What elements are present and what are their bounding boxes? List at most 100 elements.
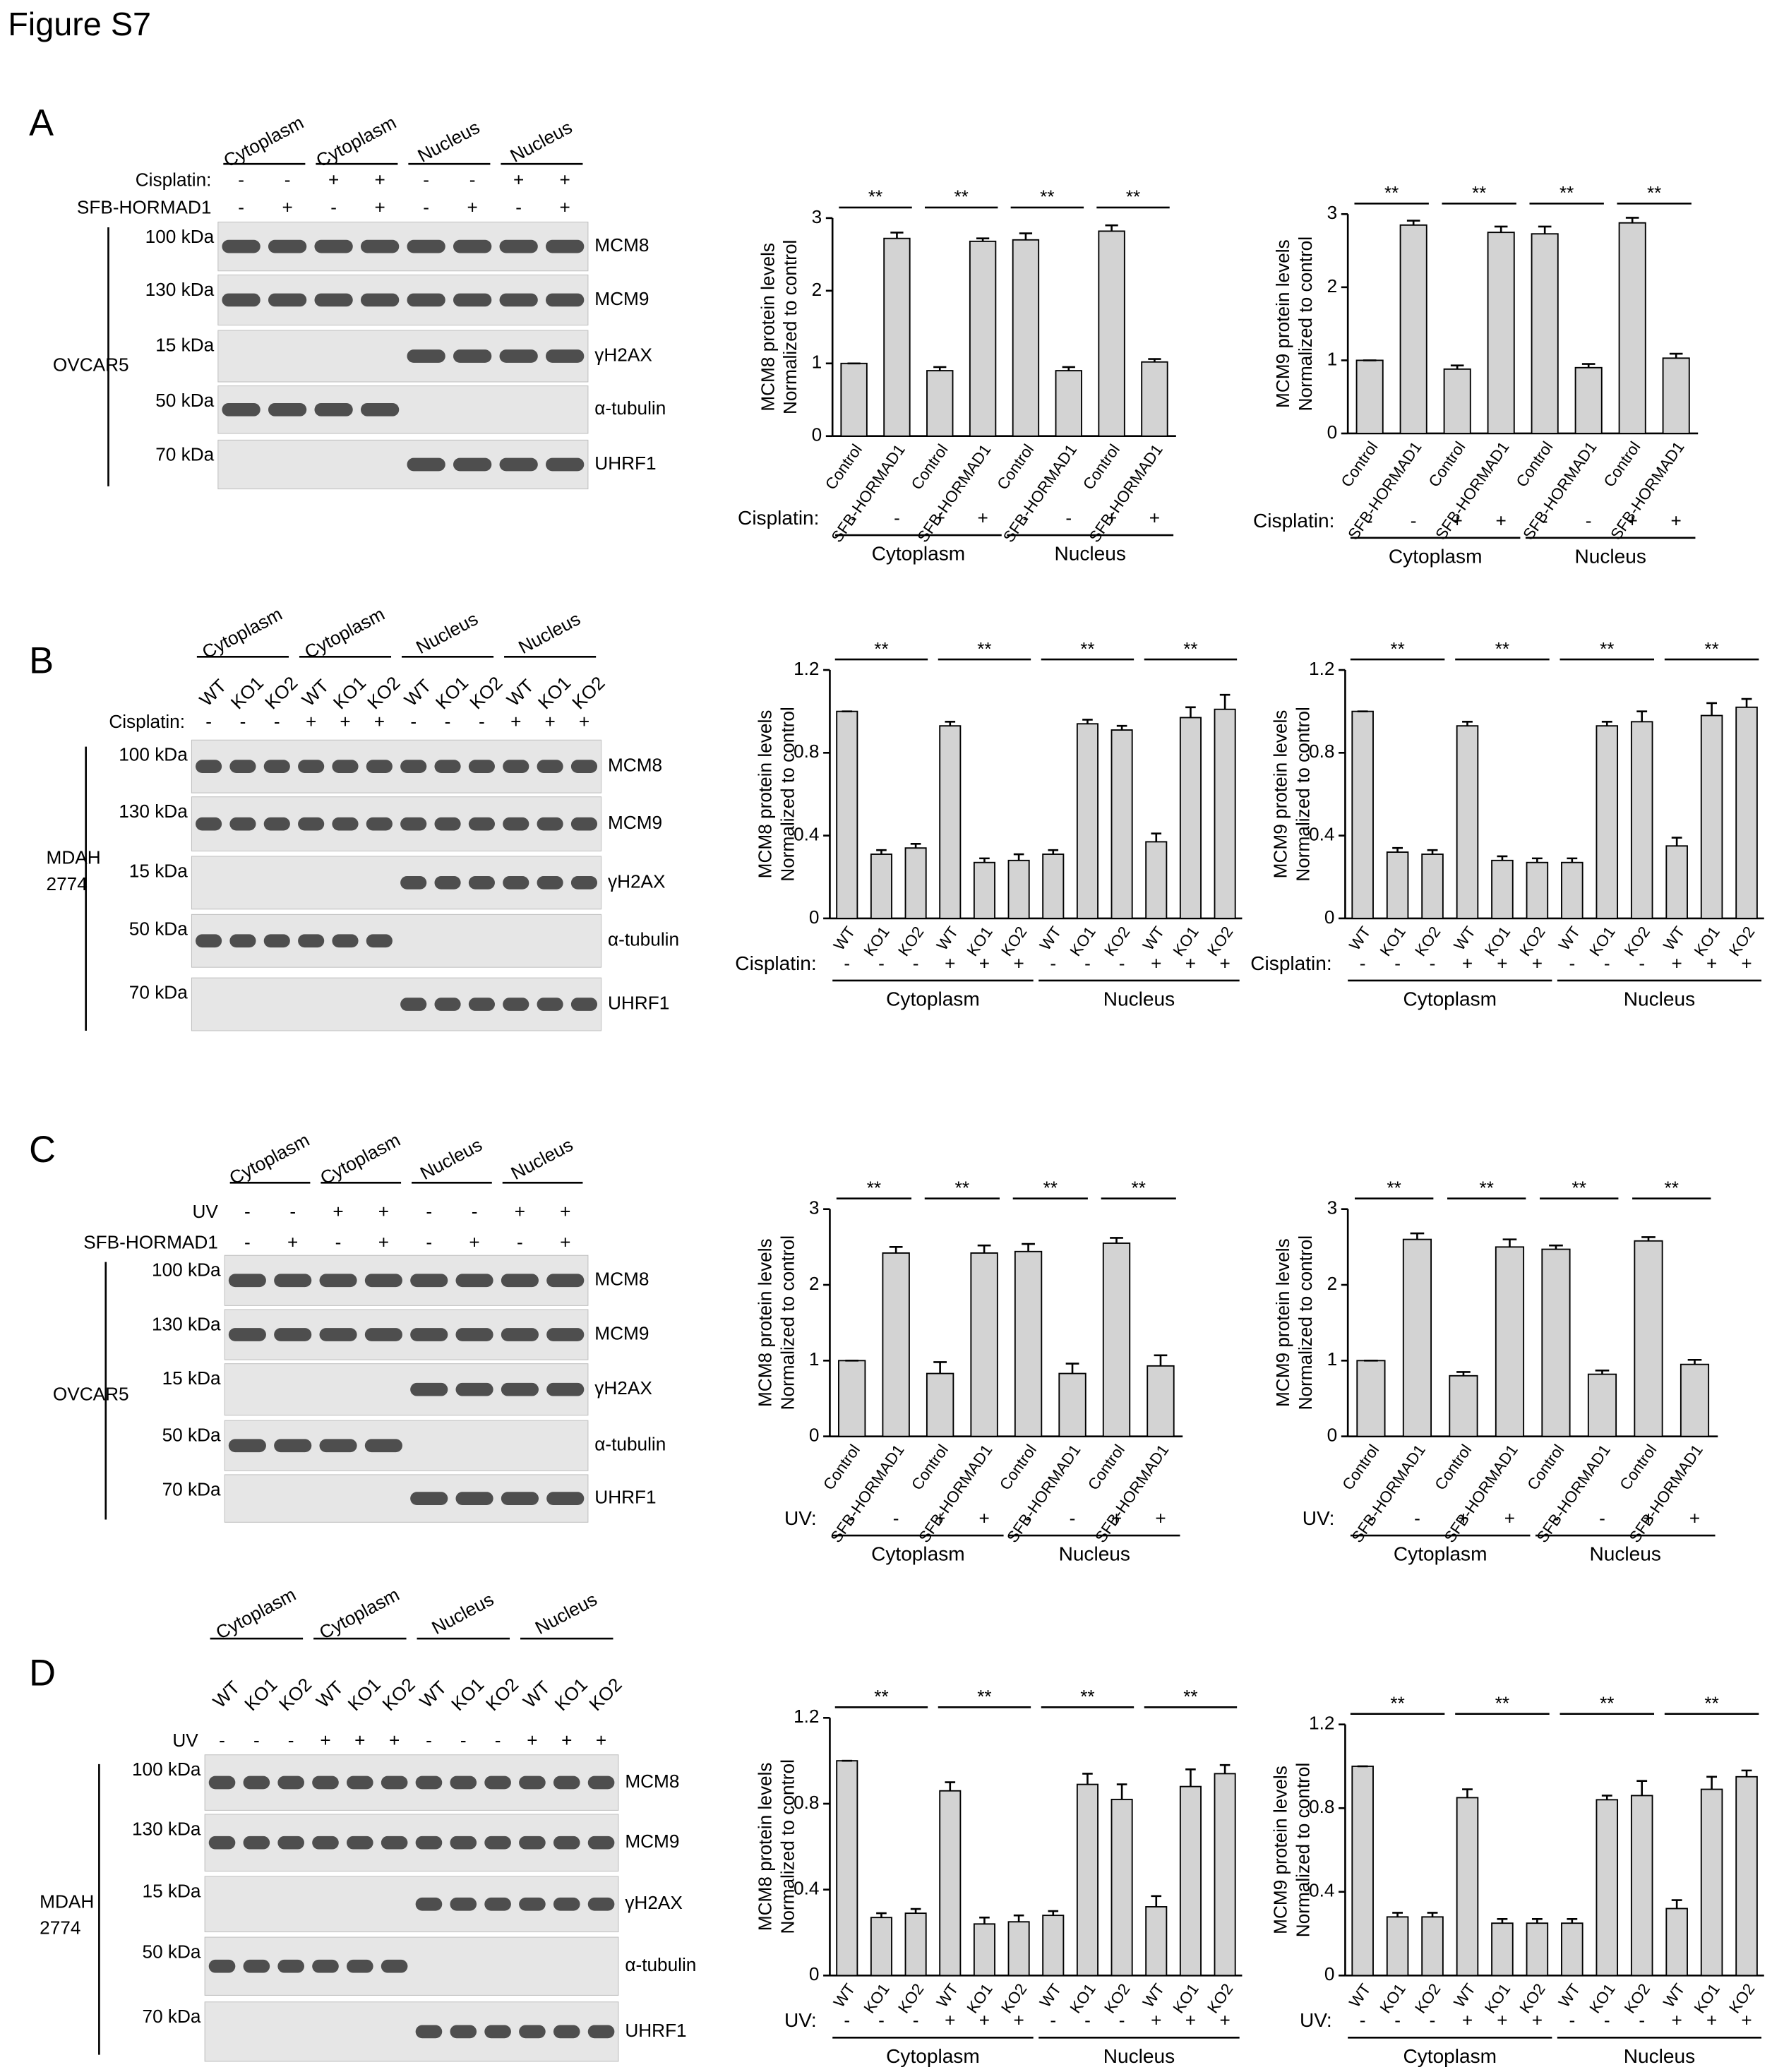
significance-label: ** (1472, 182, 1486, 203)
blot-band (499, 239, 538, 253)
blot-strip (191, 796, 602, 851)
treatment-sign: - (460, 1730, 467, 1751)
error-bar (1462, 721, 1473, 726)
treatment-sign: + (560, 169, 570, 190)
blot-band (196, 934, 222, 948)
treatment-sign: - (913, 2010, 919, 2031)
error-bar (1706, 1775, 1718, 1790)
treatment-sign: - (1025, 1507, 1031, 1528)
error-bar (1022, 1242, 1035, 1252)
blot-band (546, 293, 585, 307)
error-bar (945, 721, 956, 726)
blot-band (263, 934, 290, 948)
bar (973, 861, 995, 919)
bar (1058, 1372, 1086, 1437)
bar (1541, 1248, 1571, 1437)
fraction-label: Cytoplasm (317, 1129, 404, 1189)
blot-strip (191, 977, 602, 1031)
bar (1491, 1922, 1514, 1977)
fraction-label: Nucleus (412, 608, 481, 658)
treatment-sign: + (1013, 2010, 1024, 2031)
blot-band (587, 2025, 615, 2039)
blot-band (587, 1897, 615, 1911)
bar (1111, 1798, 1133, 1977)
blot-strip (204, 1876, 619, 1933)
treatment-sign: + (469, 1231, 479, 1252)
error-bar (1062, 366, 1075, 371)
blot-band (314, 402, 353, 417)
error-bar (1741, 697, 1752, 707)
y-tick-label: 0.4 (1309, 1880, 1334, 1901)
marker-label: 50 kDa (129, 918, 188, 940)
blot-band (400, 760, 427, 774)
significance-label: ** (1480, 1178, 1494, 1199)
blot-band (360, 293, 400, 307)
fraction-label: Nucleus (507, 116, 576, 167)
bar (1141, 361, 1168, 437)
blot-band (415, 1775, 443, 1790)
blot-band (347, 1836, 373, 1850)
blot-strip (204, 1754, 619, 1811)
blot-band (360, 239, 400, 253)
treatment-sign: - (410, 711, 417, 732)
blot-band (222, 239, 261, 253)
bar (1587, 1373, 1617, 1437)
treatment-sign: + (1706, 2010, 1717, 2031)
treatment-sign: - (851, 508, 857, 529)
lane-label: WT (503, 675, 538, 710)
treatment-sign: - (878, 2010, 885, 2031)
blot-band (434, 998, 461, 1011)
blot-band (208, 1836, 236, 1850)
treatment-sign: - (1360, 2010, 1366, 2031)
significance-label: ** (1600, 1693, 1614, 1714)
treatment-sign: + (1452, 510, 1463, 531)
error-bar (1219, 1763, 1231, 1774)
blot-band (519, 2025, 546, 2039)
x-tick-label: Control (908, 1442, 952, 1494)
bar (1076, 1783, 1098, 1977)
fraction-label: Cytoplasm (316, 1583, 402, 1643)
blot-band (415, 1897, 443, 1911)
treatment-label: Cisplatin: (136, 169, 212, 190)
x-tick-label: WT (830, 1980, 859, 2011)
treatment-sign: + (333, 1201, 343, 1222)
significance-label: ** (1704, 638, 1718, 659)
error-bar (876, 849, 887, 855)
blot-band (364, 1328, 402, 1341)
blot-band (229, 760, 256, 774)
bar (1098, 230, 1125, 437)
x-tick-label: KO2 (894, 923, 927, 959)
treatment-sign: - (1070, 1507, 1076, 1528)
blot-band (468, 760, 495, 774)
treatment-sign: + (945, 2010, 955, 2031)
blot-band (298, 760, 325, 774)
error-bar (876, 1912, 887, 1918)
error-bar (1669, 352, 1683, 359)
bar (904, 1912, 927, 1977)
treatment-sign: + (945, 952, 955, 974)
x-tick-label: Control (996, 1442, 1040, 1494)
blot-band (381, 1959, 408, 1973)
blot-band (434, 817, 461, 831)
bar (1596, 1799, 1619, 1977)
protein-label: γH2AX (594, 344, 652, 365)
panel-letter: A (29, 103, 54, 144)
treatment-sign: - (1050, 952, 1056, 974)
treatment-label: UV: (784, 2009, 817, 2031)
y-tick-label: 0.4 (1309, 824, 1334, 845)
error-bar (933, 366, 947, 371)
treatment-label: Cisplatin: (1250, 952, 1331, 974)
blot-band (501, 1328, 539, 1341)
blot-band (312, 1836, 339, 1850)
blot-band (243, 1836, 270, 1850)
y-tick-label: 1 (1327, 1348, 1338, 1370)
treatment-sign: - (274, 711, 280, 732)
bar (1351, 1766, 1374, 1977)
error-bar (910, 843, 921, 849)
treatment-sign: - (1430, 2010, 1436, 2031)
x-tick-label: KO2 (1101, 923, 1133, 959)
blot-band (501, 1492, 539, 1505)
treatment-sign: + (515, 1201, 525, 1222)
protein-label: γH2AX (625, 1892, 683, 1913)
treatment-sign: + (1219, 2010, 1230, 2031)
